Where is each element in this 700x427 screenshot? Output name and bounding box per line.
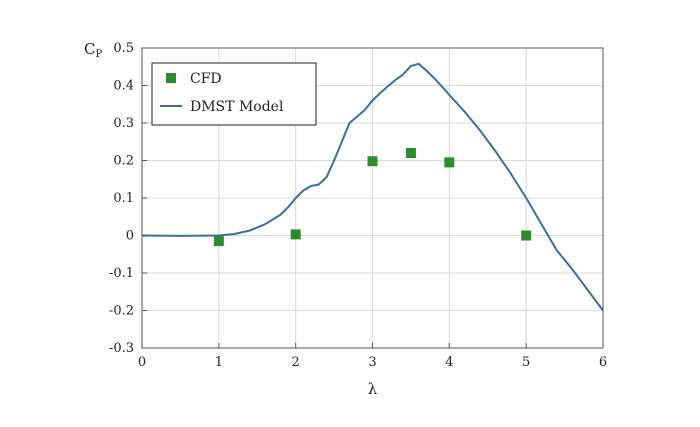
y-tick-label: 0.2 <box>113 154 134 169</box>
cfd-point <box>213 236 224 247</box>
y-tick-label: -0.1 <box>109 266 134 281</box>
y-tick-label: -0.2 <box>109 304 134 319</box>
x-tick-label: 3 <box>368 355 376 370</box>
y-tick-label: 0 <box>126 229 134 244</box>
y-tick-label: -0.3 <box>109 341 134 356</box>
plot-series <box>141 62 604 312</box>
y-tick-label: 0.3 <box>113 116 134 131</box>
cfd-point <box>444 157 455 168</box>
x-tick-label: 2 <box>292 355 300 370</box>
cfd-point <box>521 230 532 241</box>
legend-label-cfd: CFD <box>190 71 222 87</box>
cfd-point <box>290 229 301 240</box>
x-axis-label: λ <box>368 380 378 398</box>
y-axis-label: CP <box>84 40 102 60</box>
legend-marker-cfd <box>166 73 176 83</box>
x-tick-label: 6 <box>599 355 607 370</box>
x-tick-label: 0 <box>138 355 146 370</box>
y-tick-label: 0.5 <box>113 41 134 56</box>
y-tick-label: 0.4 <box>113 79 134 94</box>
tick-labels: 0 1 2 3 4 5 6 -0.3 -0.2 -0.1 0 0.1 0.2 0.3 0.4 0.5 <box>109 41 607 370</box>
legend: CFD DMST Model <box>151 62 317 126</box>
x-tick-label: 5 <box>522 355 530 370</box>
y-axis-label-subscript: P <box>95 49 102 60</box>
legend-box <box>151 62 317 126</box>
dmst-model-line <box>141 62 604 312</box>
legend-label-dmst: DMST Model <box>190 99 284 115</box>
y-axis-label-main: C <box>84 40 95 58</box>
cfd-point <box>405 148 416 158</box>
x-tick-label: 4 <box>445 355 453 370</box>
x-tick-label: 1 <box>215 355 223 370</box>
cfd-point <box>367 156 378 167</box>
y-tick-label: 0.1 <box>113 191 134 206</box>
